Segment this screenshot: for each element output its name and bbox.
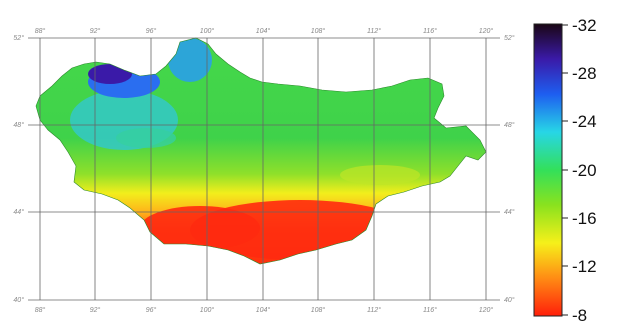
lon-label-top: 108° [311,27,326,35]
lon-label-bottom: 116° [423,306,437,314]
colorbar-ramp [533,23,563,317]
lon-label-top: 92° [90,27,101,35]
latitude-labels-right: 52° 48° 44° 40° [504,34,515,304]
colorbar-tick-label: -20 [572,161,597,180]
lon-label-bottom: 92° [90,306,101,314]
lon-label-top: 116° [423,27,437,35]
longitude-labels-bottom: 88° 92° 96° 100° 104° 108° 112° 116° 120… [35,306,494,314]
colorbar-tick-label: -32 [572,16,597,35]
lon-label-bottom: 100° [200,306,215,314]
colorbar-tick-label: -12 [572,257,597,276]
lat-label-left: 48° [13,121,24,129]
lon-label-bottom: 96° [146,306,157,314]
lat-label-right: 48° [504,121,515,129]
lon-label-bottom: 104° [256,306,271,314]
colorbar-tick-label: -16 [572,209,597,228]
map-land [36,38,486,264]
lat-label-left: 40° [13,296,24,304]
longitude-labels-top: 88° 92° 96° 100° 104° 108° 112° 116° 120… [35,27,494,35]
lat-label-right: 44° [504,208,515,216]
lat-label-left: 44° [13,208,24,216]
lat-label-right: 52° [504,34,515,42]
lat-label-right: 40° [504,296,515,304]
lon-label-top: 96° [146,27,157,35]
lat-label-left: 52° [13,34,24,42]
lon-label-bottom: 120° [479,306,494,314]
lon-label-bottom: 108° [311,306,326,314]
colorbar-ticks [562,24,568,316]
colorbar: -32 -28 -24 -20 -16 -12 -8 [533,16,597,325]
lon-label-top: 100° [200,27,215,35]
colorbar-tick-label: -24 [572,112,597,131]
lon-label-bottom: 112° [367,306,381,314]
latitude-labels-left: 52° 48° 44° 40° [13,34,24,304]
lon-label-top: 88° [35,27,46,35]
graticule [28,37,500,301]
colorbar-tick-label: -28 [572,64,597,83]
lon-label-top: 120° [479,27,494,35]
lon-label-top: 104° [256,27,271,35]
lon-label-bottom: 88° [35,306,46,314]
colorbar-tick-label: -8 [572,306,587,325]
lon-label-top: 112° [367,27,381,35]
country-outline [35,37,487,265]
